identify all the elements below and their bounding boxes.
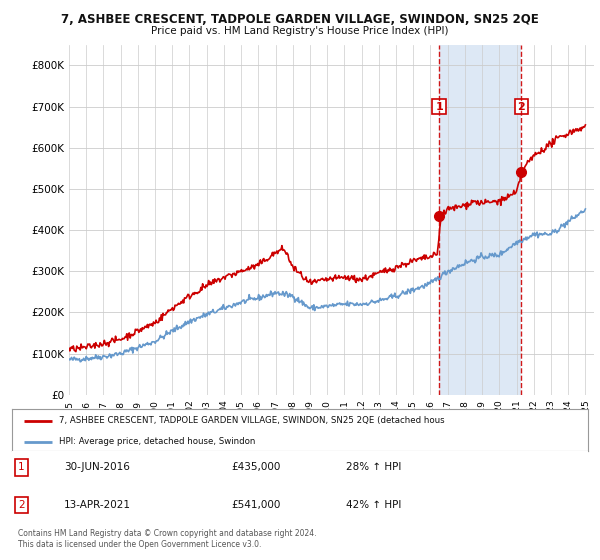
Text: Price paid vs. HM Land Registry's House Price Index (HPI): Price paid vs. HM Land Registry's House … bbox=[151, 26, 449, 36]
Text: 28% ↑ HPI: 28% ↑ HPI bbox=[346, 463, 401, 473]
Text: HPI: Average price, detached house, Swindon: HPI: Average price, detached house, Swin… bbox=[59, 437, 256, 446]
Bar bbox=[439, 45, 521, 395]
Text: 2: 2 bbox=[517, 101, 525, 111]
Text: 42% ↑ HPI: 42% ↑ HPI bbox=[346, 500, 401, 510]
Text: £541,000: £541,000 bbox=[231, 500, 280, 510]
Text: 1: 1 bbox=[435, 101, 443, 111]
Text: £435,000: £435,000 bbox=[231, 463, 280, 473]
Text: 30-JUN-2016: 30-JUN-2016 bbox=[64, 463, 130, 473]
Text: 1: 1 bbox=[18, 463, 25, 473]
Text: Contains HM Land Registry data © Crown copyright and database right 2024.
This d: Contains HM Land Registry data © Crown c… bbox=[18, 529, 317, 549]
Text: 2: 2 bbox=[18, 500, 25, 510]
Text: 7, ASHBEE CRESCENT, TADPOLE GARDEN VILLAGE, SWINDON, SN25 2QE: 7, ASHBEE CRESCENT, TADPOLE GARDEN VILLA… bbox=[61, 13, 539, 26]
Text: 13-APR-2021: 13-APR-2021 bbox=[64, 500, 131, 510]
Text: 7, ASHBEE CRESCENT, TADPOLE GARDEN VILLAGE, SWINDON, SN25 2QE (detached hous: 7, ASHBEE CRESCENT, TADPOLE GARDEN VILLA… bbox=[59, 416, 445, 425]
